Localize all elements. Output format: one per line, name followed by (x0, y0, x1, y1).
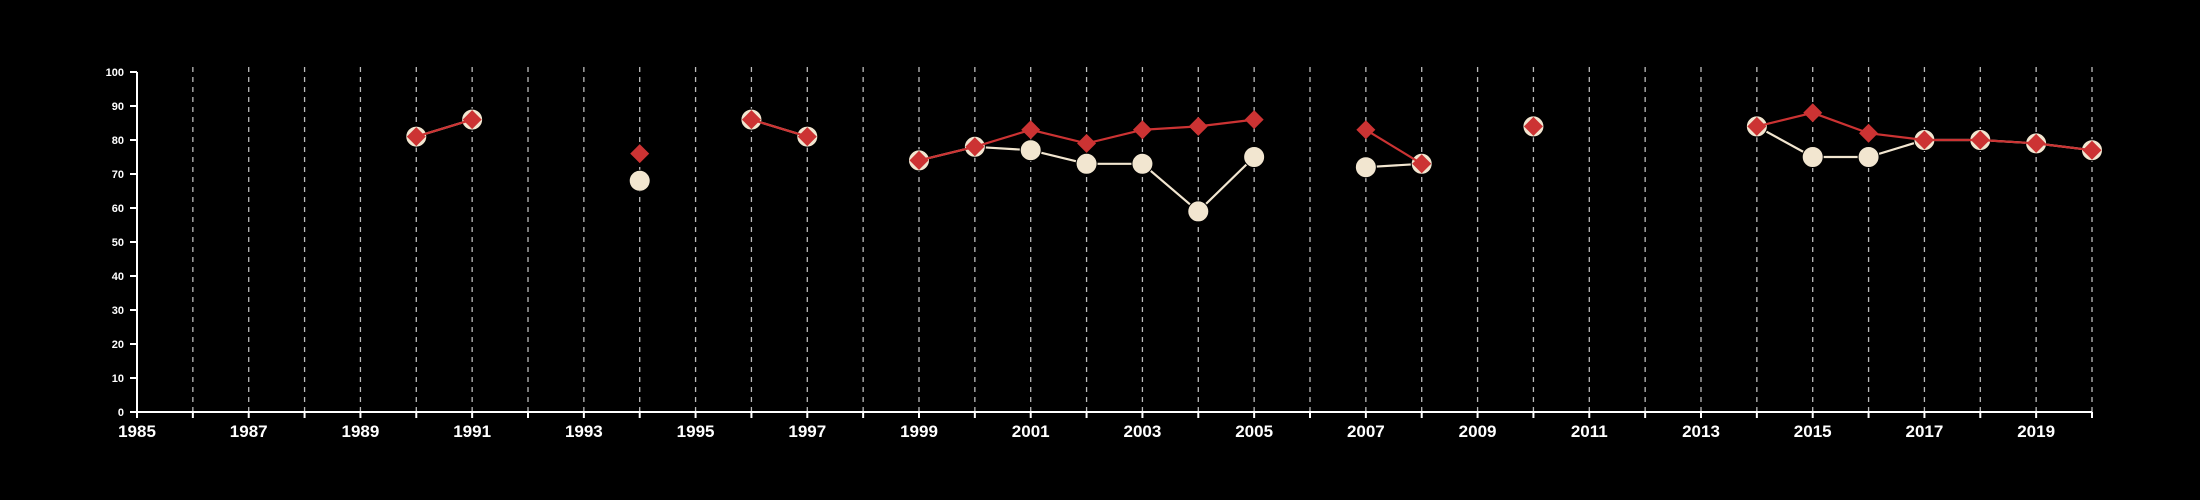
y-tick-label-40: 40 (112, 271, 124, 283)
point-diamond-2005 (1244, 110, 1264, 130)
x-tick-label-2015: 2015 (1794, 422, 1832, 441)
point-circle-2004 (1187, 200, 1210, 223)
x-tick-label-2003: 2003 (1124, 422, 1162, 441)
x-tick-label-1999: 1999 (900, 422, 938, 441)
point-diamond-2017 (1914, 130, 1934, 150)
point-diamond-2015 (1803, 103, 1823, 123)
series-diamond-line-segment-2 (751, 118, 808, 138)
point-diamond-1999 (909, 150, 929, 170)
series-diamond-line-segment-4 (1365, 128, 1423, 165)
vertical-gridlines (192, 66, 2093, 412)
point-diamond-1996 (741, 110, 761, 130)
x-tick-label-1991: 1991 (453, 422, 491, 441)
point-circle-2015 (1801, 146, 1824, 168)
point-diamond-1997 (797, 127, 817, 147)
y-tick-label-20: 20 (112, 339, 124, 351)
point-diamond-2020 (2082, 140, 2102, 160)
point-circle-2016 (1857, 146, 1880, 168)
series-circle-markers (405, 108, 2103, 223)
point-circle-2003 (1131, 152, 1154, 175)
y-tick-label-50: 50 (112, 237, 124, 249)
y-tick-label-100: 100 (106, 67, 124, 79)
point-diamond-2019 (2026, 133, 2046, 153)
x-tick-label-1989: 1989 (342, 422, 380, 441)
series-diamond-markers (406, 103, 2102, 174)
point-diamond-1990 (406, 127, 426, 147)
x-tick-label-1993: 1993 (565, 422, 603, 441)
x-tick-label-2011: 2011 (1571, 422, 1608, 441)
y-tick-label-10: 10 (112, 373, 124, 385)
point-diamond-2007 (1356, 120, 1376, 140)
x-tick-label-1997: 1997 (788, 422, 826, 441)
y-tick-label-80: 80 (112, 135, 124, 147)
point-circle-2007 (1354, 156, 1377, 179)
y-tick-label-90: 90 (112, 101, 124, 113)
x-tick-label-2007: 2007 (1347, 422, 1385, 441)
y-tick-label-70: 70 (112, 169, 124, 181)
x-tick-label-1995: 1995 (677, 422, 715, 441)
point-diamond-2004 (1188, 116, 1208, 136)
x-tick-label-1987: 1987 (230, 422, 268, 441)
series-layer (405, 103, 2103, 223)
x-tick-label-2009: 2009 (1459, 422, 1497, 441)
x-tick-label-2017: 2017 (1906, 422, 1944, 441)
y-tick-label-60: 60 (112, 203, 124, 215)
x-tick-label-1985: 1985 (118, 422, 156, 441)
point-circle-2005 (1243, 146, 1266, 168)
point-circle-2002 (1075, 152, 1098, 175)
y-tick-label-0: 0 (118, 407, 124, 419)
point-diamond-1994 (630, 144, 650, 164)
x-tick-label-2013: 2013 (1682, 422, 1720, 441)
x-tick-label-2005: 2005 (1235, 422, 1273, 441)
point-diamond-2018 (1970, 130, 1990, 150)
point-diamond-2014 (1747, 116, 1767, 136)
x-tick-label-2019: 2019 (2017, 422, 2055, 441)
point-circle-2001 (1019, 139, 1042, 162)
axes: 1985 1987 1989 1991 1993 1995 1997 1999 2001 2003… (106, 67, 2093, 441)
point-diamond-2003 (1132, 120, 1152, 140)
point-diamond-2000 (965, 137, 985, 157)
x-tick-label-2001: 2001 (1012, 422, 1050, 441)
point-circle-1994 (628, 169, 651, 192)
y-tick-label-30: 30 (112, 305, 124, 317)
point-diamond-1991 (462, 110, 482, 130)
series-diamond-line-segment-0 (415, 118, 473, 138)
point-diamond-2002 (1077, 133, 1097, 153)
point-diamond-2016 (1859, 123, 1879, 143)
point-diamond-2001 (1021, 120, 1041, 140)
point-diamond-2010 (1523, 116, 1543, 136)
point-diamond-2008 (1412, 154, 1432, 174)
